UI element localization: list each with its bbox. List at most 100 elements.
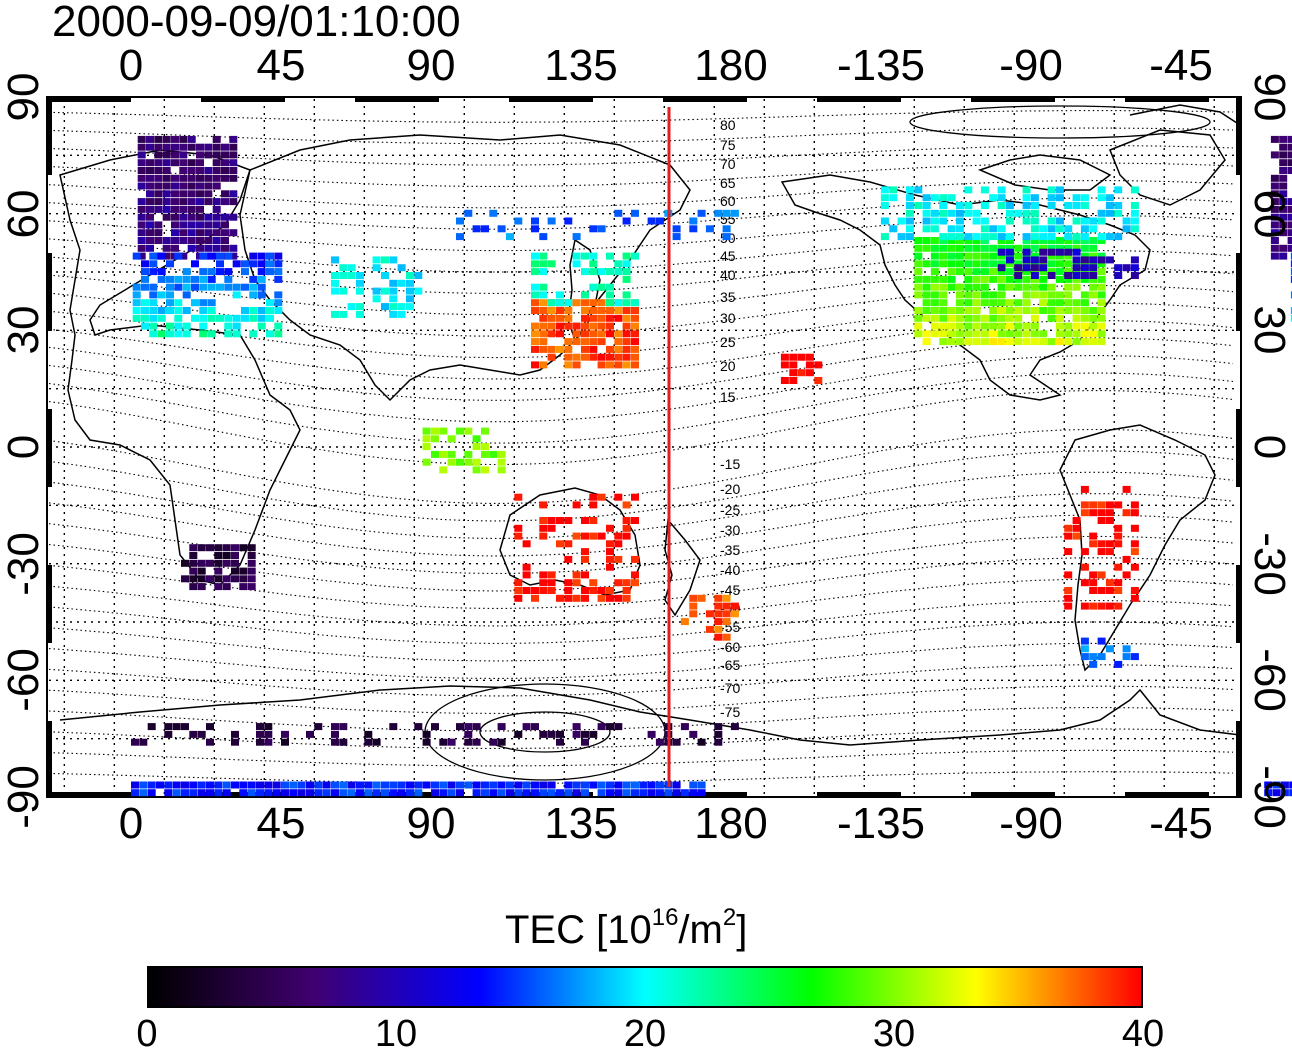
tec-sample — [266, 252, 274, 260]
tec-sample — [149, 322, 158, 330]
tec-sample — [539, 571, 548, 579]
tec-sample — [1105, 540, 1114, 548]
tec-sample — [406, 287, 414, 295]
colorbar-title-suffix: ] — [736, 908, 748, 952]
tec-sample — [212, 198, 221, 206]
tec-sample — [154, 229, 163, 237]
tec-sample — [257, 291, 266, 299]
tec-sample — [531, 789, 539, 797]
tec-sample — [356, 279, 364, 287]
lon-tick-label-top: 90 — [406, 41, 456, 90]
tec-sample — [204, 167, 213, 174]
tec-sample — [1014, 268, 1023, 276]
tec-sample — [539, 501, 548, 509]
tec-sample — [572, 233, 581, 241]
tec-sample — [622, 322, 631, 330]
tec-sample — [1279, 190, 1288, 198]
tec-sample — [141, 299, 149, 307]
contour-oval — [909, 105, 1211, 139]
tec-sample — [266, 260, 274, 268]
tec-sample — [289, 781, 298, 789]
tec-sample — [162, 151, 171, 159]
tec-sample — [522, 540, 531, 548]
tec-sample — [289, 789, 298, 797]
tec-sample — [989, 291, 998, 299]
colorbar-title-prefix: TEC [10 — [505, 908, 652, 952]
tec-sample — [1072, 264, 1081, 272]
tec-sample — [197, 781, 206, 789]
tec-sample — [514, 781, 523, 789]
tec-sample — [137, 198, 146, 206]
tec-sample — [939, 237, 948, 244]
tec-sample — [914, 202, 923, 209]
tec-sample — [539, 322, 548, 330]
tec-sample — [274, 291, 283, 299]
tec-sample — [489, 450, 498, 458]
tec-sample — [1005, 217, 1014, 225]
tec-sample — [556, 345, 564, 353]
tec-sample — [955, 291, 964, 299]
tec-sample — [689, 730, 698, 738]
tec-sample — [780, 377, 789, 384]
lat-tick-label-left: 60 — [0, 189, 48, 239]
tec-sample — [1047, 225, 1056, 233]
tec-sample — [939, 275, 948, 283]
contour-label: 35 — [720, 289, 736, 305]
tec-sample — [1080, 330, 1089, 338]
contour-label: 25 — [720, 334, 736, 350]
tec-sample — [422, 781, 431, 789]
lat-tick-label-left: 0 — [0, 434, 48, 460]
tec-sample — [191, 299, 199, 307]
tec-sample — [939, 202, 948, 209]
tec-sample — [339, 287, 348, 295]
tec-sample — [1064, 571, 1073, 579]
tec-sample — [1005, 330, 1014, 338]
tec-sample — [1047, 299, 1056, 307]
tec-sample — [905, 225, 914, 233]
tec-sample — [955, 244, 964, 252]
tec-sample — [914, 283, 923, 291]
tec-sample — [166, 283, 174, 291]
tec-sample — [154, 237, 163, 244]
tec-sample — [274, 252, 283, 260]
tec-sample — [322, 789, 331, 797]
tec-sample — [1022, 217, 1031, 225]
tec-sample — [147, 789, 156, 797]
tec-sample — [972, 244, 981, 252]
tec-sample — [955, 209, 964, 217]
tec-sample — [1055, 260, 1064, 268]
tec-sample — [179, 190, 188, 198]
tec-sample — [1122, 264, 1131, 272]
tec-sample — [212, 237, 221, 244]
tec-sample — [204, 229, 213, 237]
tec-sample — [955, 322, 964, 330]
tec-sample — [1287, 205, 1292, 213]
tec-sample — [149, 314, 158, 322]
tec-sample — [1097, 186, 1106, 194]
tec-sample — [972, 209, 981, 217]
tec-sample — [256, 730, 264, 738]
tec-sample — [381, 781, 389, 789]
tec-sample — [1105, 233, 1114, 241]
tec-sample — [1080, 579, 1089, 587]
tec-sample — [572, 789, 581, 797]
tec-sample — [980, 202, 989, 209]
tec-sample — [797, 369, 806, 377]
tec-sample — [232, 314, 241, 322]
tec-sample — [947, 330, 956, 338]
tec-sample — [131, 738, 139, 746]
tec-sample — [1005, 256, 1014, 264]
tec-sample — [406, 789, 414, 797]
tec-sample — [199, 275, 208, 283]
tec-sample — [372, 256, 381, 264]
tec-sample — [397, 279, 406, 287]
tec-sample — [964, 233, 973, 241]
tec-sample — [187, 159, 196, 167]
tec-sample — [556, 314, 564, 322]
tec-sample — [224, 268, 233, 276]
tec-sample — [1089, 602, 1098, 610]
colorbar-tick-label: 0 — [136, 1013, 158, 1055]
tec-sample — [1005, 338, 1014, 346]
tec-sample — [1030, 283, 1039, 291]
tec-sample — [239, 789, 248, 797]
